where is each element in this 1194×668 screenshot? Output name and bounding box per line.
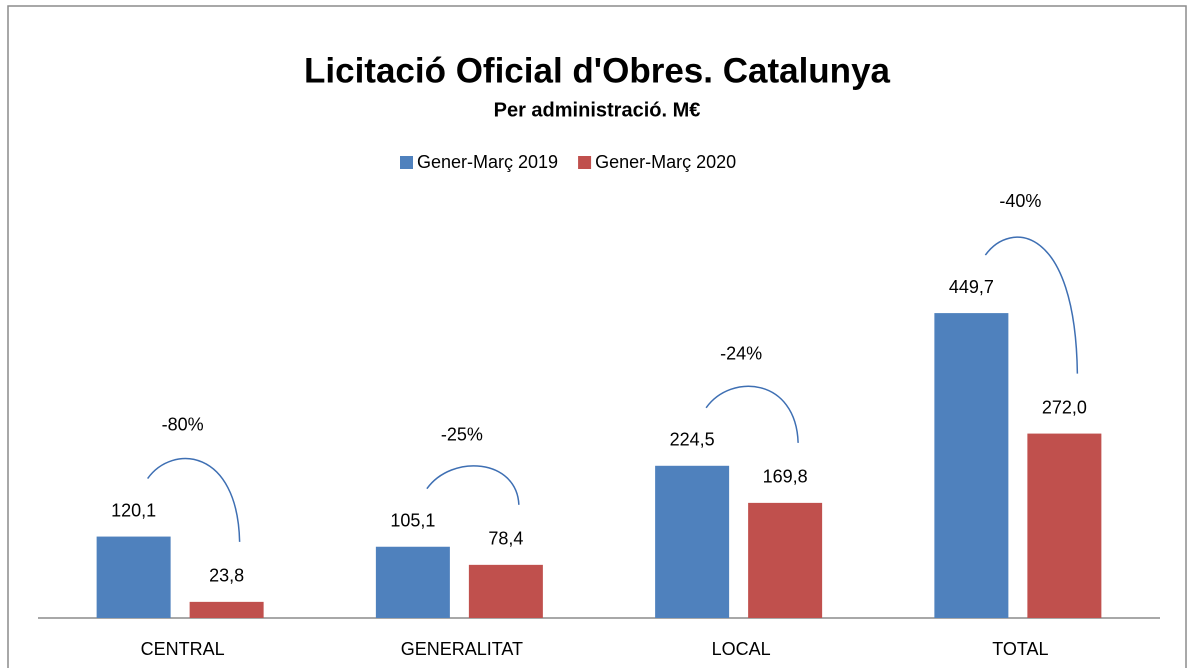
value-label: 169,8 — [763, 467, 808, 487]
value-label: 224,5 — [670, 430, 715, 450]
value-label: 272,0 — [1042, 397, 1087, 417]
annotation: -25% — [441, 424, 483, 444]
bar — [1027, 433, 1102, 618]
change-arc — [426, 465, 520, 505]
annotation: -40% — [999, 191, 1041, 211]
bar — [655, 465, 730, 618]
value-label: 105,1 — [390, 510, 435, 530]
legend-label: Gener-Març 2019 — [417, 152, 558, 172]
bar — [468, 564, 543, 618]
change-arc — [984, 236, 1079, 374]
change-arc — [147, 457, 241, 542]
value-label: 78,4 — [488, 529, 523, 549]
change-arc — [705, 385, 799, 443]
value-label: 449,7 — [949, 277, 994, 297]
x-tick-label: LOCAL — [712, 639, 771, 659]
bar — [748, 502, 823, 618]
legend-label: Gener-Març 2020 — [595, 152, 736, 172]
chart-title: Licitació Oficial d'Obres. Catalunya — [304, 51, 891, 90]
x-tick-label: GENERALITAT — [401, 639, 523, 659]
x-tick-label: TOTAL — [992, 639, 1048, 659]
bar — [375, 546, 450, 618]
annotation: -80% — [162, 414, 204, 434]
bar — [934, 313, 1009, 618]
chart-subtitle: Per administració. M€ — [494, 99, 701, 121]
value-label: 23,8 — [209, 566, 244, 586]
legend-swatch — [578, 156, 592, 169]
value-label: 120,1 — [111, 500, 156, 520]
legend-swatch — [400, 156, 413, 169]
bar — [96, 536, 171, 618]
annotation: -24% — [720, 344, 762, 364]
bar — [189, 601, 264, 618]
x-tick-label: CENTRAL — [141, 639, 225, 659]
